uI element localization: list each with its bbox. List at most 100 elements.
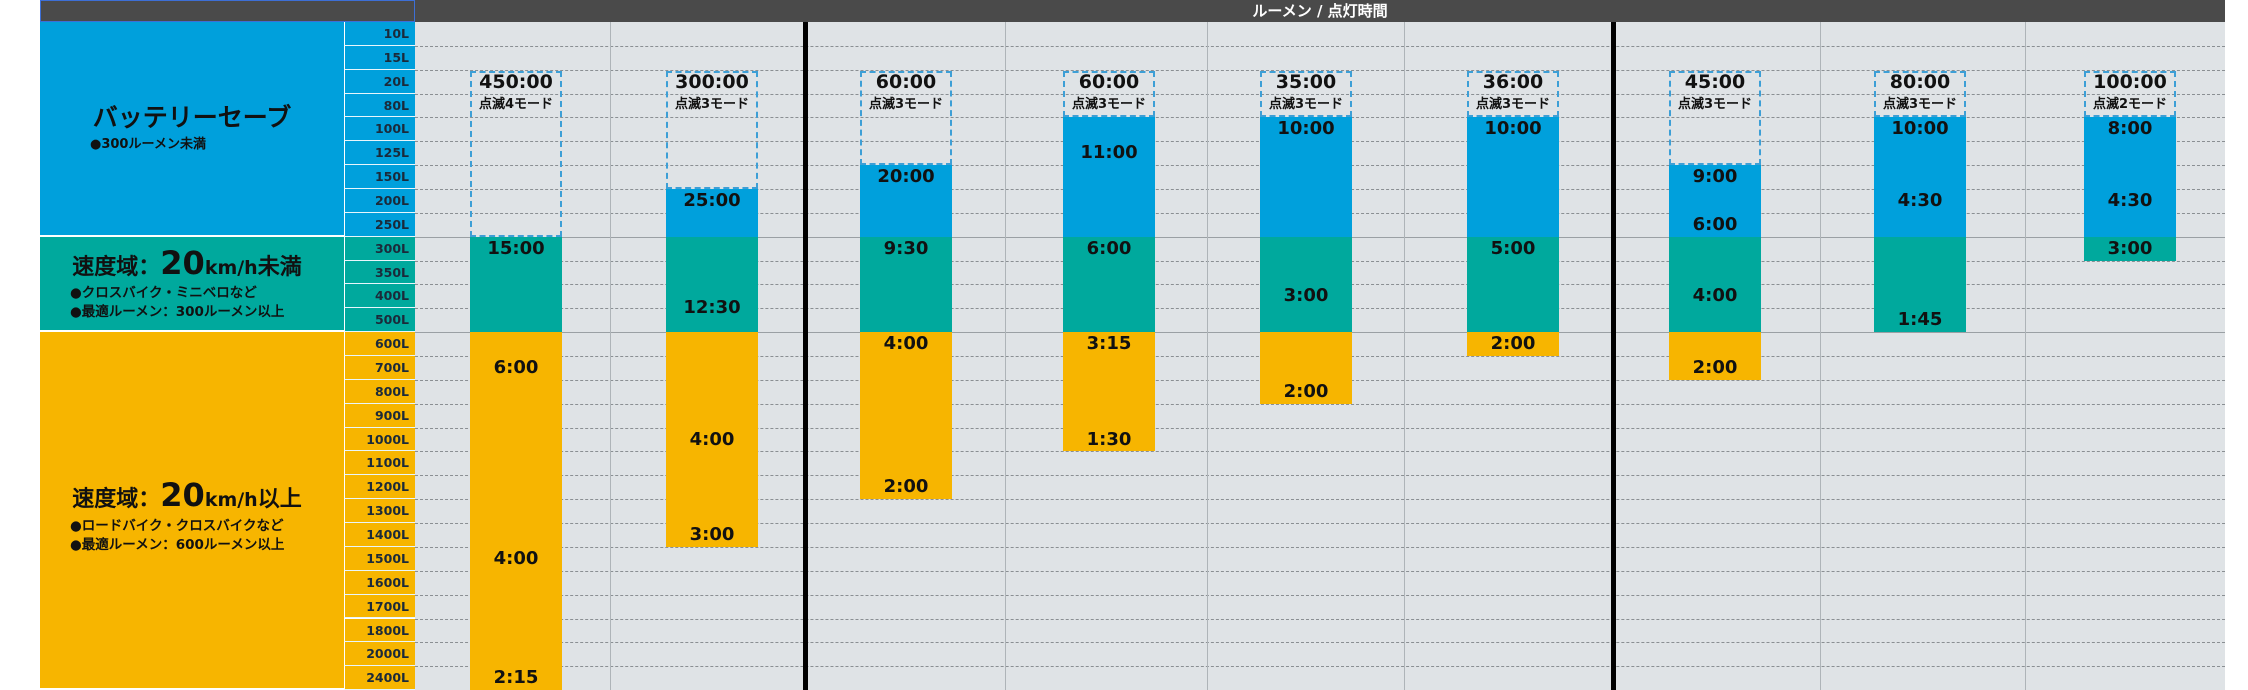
category-speed-low: 速度域：20km/h未満 ●クロスバイク・ミニベロなど ●最適ルーメン：300ルーメ… <box>40 236 344 333</box>
dashed-mode-box <box>1260 70 1352 118</box>
runtime-label: 2:00 <box>1692 356 1738 378</box>
title-number: 20 <box>160 476 205 515</box>
lumen-label: 700L <box>344 356 415 380</box>
runtime-label: 6:00 <box>1692 213 1738 235</box>
row-divider <box>415 642 2225 644</box>
lumen-label: 1300L <box>344 499 415 524</box>
runtime-label: 1:45 <box>1897 309 1943 331</box>
lumen-label: 400L <box>344 284 415 309</box>
lumen-label: 250L <box>344 212 415 237</box>
lumen-label: 800L <box>344 379 415 404</box>
bar-segment <box>1467 332 1559 357</box>
runtime-label: 4:30 <box>1897 189 1943 211</box>
bar-segment <box>2084 236 2176 261</box>
runtime-label: 4:00 <box>1692 285 1738 307</box>
title-number: 20 <box>160 243 205 282</box>
runtime-title: 450:00 <box>479 70 553 93</box>
dashed-mode-box <box>470 70 562 237</box>
bar-segment <box>470 332 562 690</box>
row-divider <box>415 570 2225 572</box>
flash-mode: 点滅3モード <box>1071 96 1147 112</box>
header-bar: ルーメン / 点灯時間 <box>415 0 2225 22</box>
row-divider <box>415 475 2225 477</box>
title-suffix: 以上 <box>257 487 302 513</box>
title-suffix: 未満 <box>257 254 302 280</box>
bar-segment <box>666 236 758 333</box>
dashed-mode-box <box>666 70 758 190</box>
category-title: 速度域：20km/h未満 <box>30 245 344 286</box>
runtime-label: 3:15 <box>1086 333 1132 355</box>
row-divider <box>415 499 2225 501</box>
column-divider <box>1611 22 1616 690</box>
runtime-label: 3:00 <box>2107 237 2153 259</box>
row-divider <box>415 666 2225 668</box>
runtime-label: 2:00 <box>1490 333 1536 355</box>
lumen-label: 1800L <box>344 618 415 643</box>
bar-segment <box>860 332 952 500</box>
runtime-label: 6:00 <box>493 356 539 378</box>
dashed-mode-box <box>1467 70 1559 118</box>
runtime-label: 3:00 <box>689 523 735 545</box>
row-divider <box>415 93 2225 95</box>
row-divider <box>415 451 2225 453</box>
runtime-label: 15:00 <box>487 237 545 259</box>
lumen-label: 900L <box>344 403 415 428</box>
runtime-label: 8:00 <box>2107 118 2153 140</box>
lumen-label: 20L <box>344 69 415 94</box>
header-title: ルーメン / 点灯時間 <box>1252 2 1388 20</box>
flash-mode: 点滅3モード <box>1475 96 1551 112</box>
category-bullets: ●クロスバイク・ミニベロなど ●最適ルーメン：300ルーメン以上 <box>70 284 284 322</box>
runtime-label: 12:30 <box>683 297 741 319</box>
runtime-label: 2:00 <box>883 476 929 498</box>
bar-segment <box>1063 117 1155 237</box>
runtime-label: 10:00 <box>1891 118 1949 140</box>
runtime-title: 35:00 <box>1275 70 1337 93</box>
category-bullet: ●最適ルーメン：600ルーメン以上 <box>70 537 285 554</box>
row-divider <box>415 69 2225 71</box>
lumen-label: 1600L <box>344 570 415 595</box>
lumen-label: 1400L <box>344 523 415 547</box>
runtime-label: 5:00 <box>1490 237 1536 259</box>
bar-segment <box>2084 117 2176 237</box>
category-bullet: ●300ルーメン未満 <box>90 137 206 153</box>
row-divider <box>415 618 2225 620</box>
row-divider <box>415 427 2225 429</box>
bar-segment <box>1669 332 1761 380</box>
dashed-mode-box <box>1874 70 1966 118</box>
lumen-label: 1000L <box>344 427 415 452</box>
bar-segment <box>1874 236 1966 333</box>
category-bullets: ●300ルーメン未満 <box>90 135 206 154</box>
row-divider <box>415 546 2225 548</box>
title-unit: km/h <box>204 489 258 512</box>
runtime-title: 100:00 <box>2093 70 2167 93</box>
bar-segment <box>1260 236 1352 333</box>
lumen-label: 200L <box>344 189 415 213</box>
dashed-mode-box <box>2084 70 2176 118</box>
bar-segment <box>1874 117 1966 237</box>
dashed-mode-box <box>860 70 952 166</box>
bar-segment <box>1063 332 1155 452</box>
bar-segment <box>666 332 758 547</box>
runtime-label: 9:00 <box>1692 166 1738 188</box>
lumen-label: 150L <box>344 165 415 190</box>
column-divider <box>803 22 808 690</box>
flash-mode: 点滅3モード <box>868 96 944 112</box>
category-bullet: ●クロスバイク・ミニベロなど <box>70 284 257 301</box>
category-battery: バッテリーセーブ ●300ルーメン未満 <box>40 22 344 237</box>
category-bullets: ●ロードバイク・クロスバイクなど ●最適ルーメン：600ルーメン以上 <box>70 517 284 555</box>
column-divider <box>1820 22 1821 690</box>
category-title: バッテリーセーブ <box>92 103 292 133</box>
lumen-label: 80L <box>344 93 415 118</box>
lumen-label: 2000L <box>344 642 415 667</box>
lumen-label: 125L <box>344 141 415 166</box>
runtime-label: 10:00 <box>1277 118 1335 140</box>
runtime-title: 80:00 <box>1889 70 1951 93</box>
runtime-label: 9:30 <box>883 237 929 259</box>
column-divider <box>1404 22 1405 690</box>
category-speed-high: 速度域：20km/h以上 ●ロードバイク・クロスバイクなど ●最適ルーメン：600ル… <box>40 332 344 690</box>
runtime-title: 300:00 <box>675 70 749 93</box>
category-bullet: ●ロードバイク・クロスバイクなど <box>70 518 284 535</box>
runtime-label: 1:30 <box>1086 428 1132 450</box>
bar-segment <box>1669 236 1761 333</box>
